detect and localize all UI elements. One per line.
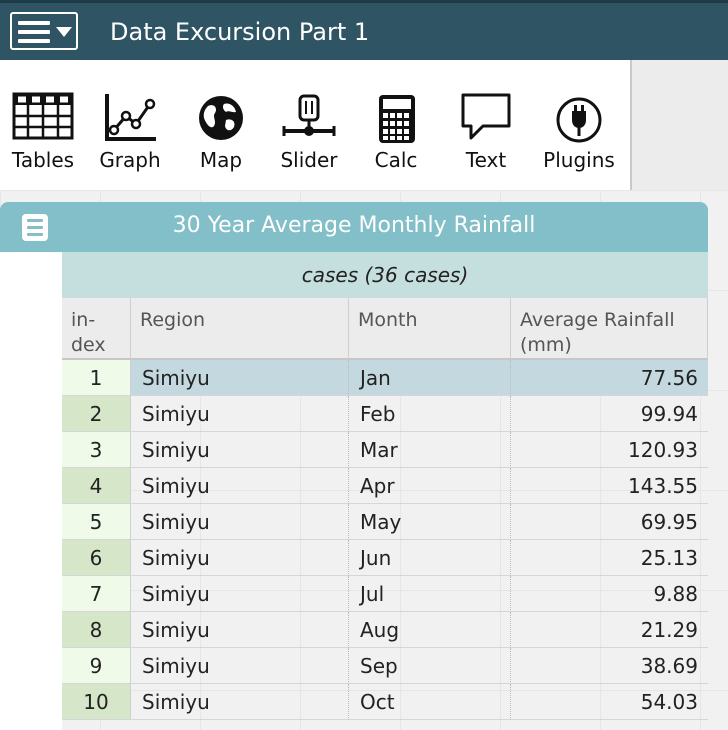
row-index-cell[interactable]: 1 — [62, 360, 131, 396]
table-row[interactable]: 6 Simiyu Jun 25.13 — [62, 540, 708, 576]
column-header-region[interactable]: Region — [131, 298, 349, 360]
table-row[interactable]: 4 Simiyu Apr 143.55 — [62, 468, 708, 504]
month-cell[interactable]: Jul — [349, 576, 511, 612]
rainfall-cell[interactable]: 54.03 — [511, 684, 708, 720]
table-row[interactable]: 2 Simiyu Feb 99.94 — [62, 396, 708, 432]
month-cell[interactable]: Sep — [349, 648, 511, 684]
rainfall-cell[interactable]: 9.88 — [511, 576, 708, 612]
graph-button[interactable]: Graph — [92, 60, 168, 190]
map-label: Map — [199, 148, 243, 172]
row-index-cell[interactable]: 7 — [62, 576, 131, 612]
row-index-cell[interactable]: 6 — [62, 540, 131, 576]
region-cell[interactable]: Simiyu — [131, 468, 349, 504]
table-list-icon[interactable] — [22, 214, 48, 241]
row-index-cell[interactable]: 4 — [62, 468, 131, 504]
month-cell[interactable]: Mar — [349, 432, 511, 468]
rainfall-cell[interactable]: 99.94 — [511, 396, 708, 432]
hamburger-menu-button[interactable] — [10, 12, 78, 50]
table-row[interactable]: 3 Simiyu Mar 120.93 — [62, 432, 708, 468]
document-title[interactable]: Data Excursion Part 1 — [110, 18, 370, 46]
calc-button[interactable]: Calc — [364, 60, 428, 190]
region-cell[interactable]: Simiyu — [131, 648, 349, 684]
table-row[interactable]: 5 Simiyu May 69.95 — [62, 504, 708, 540]
table-row[interactable]: 10 Simiyu Oct 54.03 — [62, 684, 708, 720]
region-cell[interactable]: Simiyu — [131, 684, 349, 720]
table-row[interactable]: 8 Simiyu Aug 21.29 — [62, 612, 708, 648]
row-index-cell[interactable]: 8 — [62, 612, 131, 648]
text-button[interactable]: Text — [454, 60, 518, 190]
hamburger-icon — [18, 21, 50, 48]
plugins-button[interactable]: Plugins — [538, 60, 620, 190]
globe-icon — [199, 96, 243, 140]
rainfall-cell[interactable]: 21.29 — [511, 612, 708, 648]
month-cell[interactable]: Feb — [349, 396, 511, 432]
region-cell[interactable]: Simiyu — [131, 360, 349, 396]
row-index-cell[interactable]: 5 — [62, 504, 131, 540]
component-title: 30 Year Average Monthly Rainfall — [172, 213, 536, 238]
region-cell[interactable]: Simiyu — [131, 540, 349, 576]
component-titlebar[interactable]: 30 Year Average Monthly Rainfall — [0, 202, 708, 252]
toolbar-right-pane — [632, 60, 728, 190]
tables-button[interactable]: Tables — [6, 60, 80, 190]
graph-icon — [105, 94, 156, 141]
region-cell[interactable]: Simiyu — [131, 432, 349, 468]
month-cell[interactable]: May — [349, 504, 511, 540]
region-cell[interactable]: Simiyu — [131, 504, 349, 540]
row-index-cell[interactable]: 2 — [62, 396, 131, 432]
app-header: Data Excursion Part 1 — [0, 0, 728, 60]
case-table-component: 30 Year Average Monthly Rainfall cases (… — [0, 202, 708, 730]
table-icon — [12, 92, 74, 140]
plug-icon — [556, 97, 602, 143]
speech-bubble-icon — [461, 93, 511, 140]
column-header-index[interactable]: in- dex — [62, 298, 131, 360]
calculator-icon — [379, 95, 415, 143]
region-cell[interactable]: Simiyu — [131, 612, 349, 648]
tables-label: Tables — [11, 148, 75, 172]
month-cell[interactable]: Oct — [349, 684, 511, 720]
region-cell[interactable]: Simiyu — [131, 576, 349, 612]
slider-label: Slider — [280, 148, 338, 172]
left-margin — [0, 252, 62, 730]
row-index-cell[interactable]: 9 — [62, 648, 131, 684]
month-cell[interactable]: Aug — [349, 612, 511, 648]
slider-button[interactable]: Slider — [272, 60, 346, 190]
text-label: Text — [465, 148, 507, 172]
calc-label: Calc — [374, 148, 418, 172]
rainfall-cell[interactable]: 38.69 — [511, 648, 708, 684]
row-index-cell[interactable]: 3 — [62, 432, 131, 468]
tool-shelf: Tables Graph Map — [0, 60, 632, 190]
table-row[interactable]: 1 Simiyu Jan 77.56 — [62, 360, 708, 396]
rainfall-cell[interactable]: 77.56 — [511, 360, 708, 396]
map-button[interactable]: Map — [186, 60, 256, 190]
collection-header: cases (36 cases) — [62, 252, 708, 298]
slider-icon — [282, 94, 336, 136]
plugins-label: Plugins — [543, 148, 615, 172]
rainfall-cell[interactable]: 120.93 — [511, 432, 708, 468]
table-row[interactable]: 9 Simiyu Sep 38.69 — [62, 648, 708, 684]
region-cell[interactable]: Simiyu — [131, 396, 349, 432]
month-cell[interactable]: Apr — [349, 468, 511, 504]
column-header-month[interactable]: Month — [349, 298, 511, 360]
month-cell[interactable]: Jun — [349, 540, 511, 576]
month-cell[interactable]: Jan — [349, 360, 511, 396]
column-header-average-rainfall[interactable]: Average Rainfall (mm) — [511, 298, 708, 360]
rainfall-cell[interactable]: 25.13 — [511, 540, 708, 576]
caret-down-icon — [56, 27, 72, 37]
rainfall-cell[interactable]: 69.95 — [511, 504, 708, 540]
rainfall-cell[interactable]: 143.55 — [511, 468, 708, 504]
table-row[interactable]: 7 Simiyu Jul 9.88 — [62, 576, 708, 612]
row-index-cell[interactable]: 10 — [62, 684, 131, 720]
graph-label: Graph — [99, 148, 161, 172]
